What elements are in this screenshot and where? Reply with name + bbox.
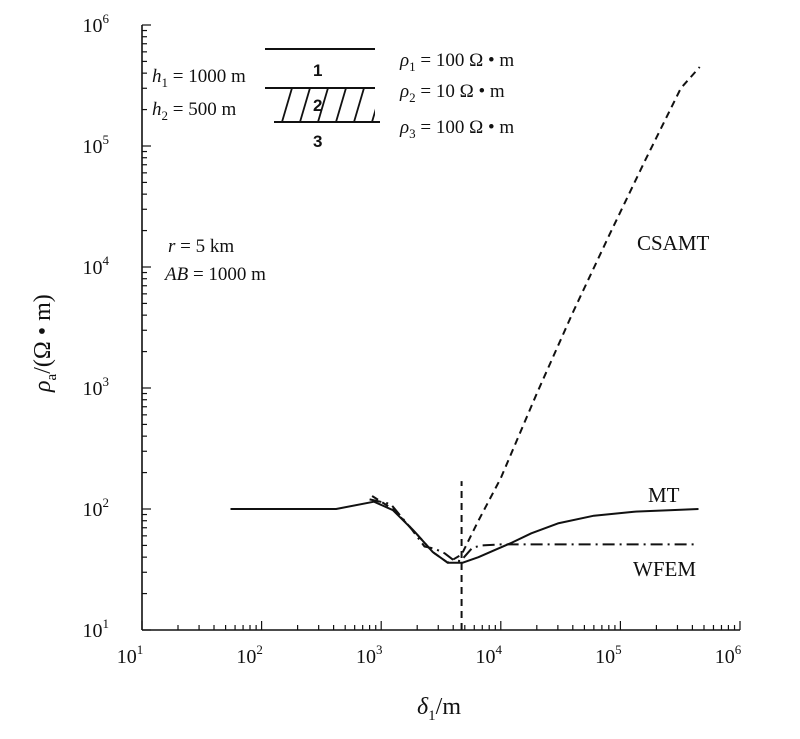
annotation-rho2-symbol: ρ <box>399 81 409 102</box>
x-tick-label: 104 <box>476 642 503 668</box>
annotation-rho1: ρ1 = 100 Ω • m <box>399 50 514 74</box>
series-label-csamt: CSAMT <box>637 231 710 255</box>
layer-number-1: 1 <box>313 61 322 80</box>
annotation-h2: h2 = 500 m <box>152 99 236 123</box>
layer-2-hatching <box>281 88 375 122</box>
y-tick-label: 103 <box>83 374 110 400</box>
annotation-h1-text: = 1000 m <box>168 66 246 87</box>
y-tick-base: 10 <box>83 499 103 521</box>
annotation-rho2-text: = 10 Ω • m <box>416 81 505 102</box>
layer-model-diagram: 1 2 3 <box>265 48 380 151</box>
annotation-h2-sub: 2 <box>162 108 169 123</box>
y-tick-base: 10 <box>83 136 103 158</box>
annotation-ab-symbol: AB <box>163 264 189 285</box>
y-tick-label: 106 <box>83 11 110 37</box>
annotation-rho3-sub: 3 <box>409 126 416 141</box>
x-axis-title-unit: /m <box>436 694 462 720</box>
x-tick-base: 10 <box>236 646 256 668</box>
annotation-rho2-sub: 2 <box>409 90 416 105</box>
x-tick-base: 10 <box>595 646 615 668</box>
y-tick-base: 10 <box>83 257 103 279</box>
y-axis-title: ρa/(Ω • m) <box>30 294 60 393</box>
x-tick-exp: 2 <box>256 642 263 657</box>
x-tick-label: 103 <box>356 642 383 668</box>
y-tick-exp: 6 <box>103 11 110 26</box>
annotation-h2-text: = 500 m <box>168 99 236 120</box>
annotation-rho1-sub: 1 <box>409 59 416 74</box>
y-tick-exp: 1 <box>103 616 110 631</box>
annotation-h1-symbol: h <box>152 66 162 87</box>
annotation-r: r = 5 km <box>168 236 234 257</box>
series-line-csamt <box>371 66 701 564</box>
y-tick-label: 105 <box>83 132 110 158</box>
y-tick-exp: 2 <box>103 495 110 510</box>
annotation-rho1-text: = 100 Ω • m <box>416 50 515 71</box>
layer-number-2: 2 <box>313 96 322 115</box>
x-tick-exp: 1 <box>137 642 144 657</box>
annotation-r-text: = 5 km <box>175 236 234 257</box>
annotation-ab: AB = 1000 m <box>163 264 266 285</box>
x-tick-base: 10 <box>117 646 137 668</box>
annotation-rho3-symbol: ρ <box>399 117 409 138</box>
annotation-h1: h1 = 1000 m <box>152 66 246 90</box>
x-axis-title-sub: 1 <box>428 708 436 724</box>
annotation-rho3: ρ3 = 100 Ω • m <box>399 117 514 141</box>
annotation-h1-sub: 1 <box>162 75 169 90</box>
x-tick-exp: 5 <box>615 642 622 657</box>
y-tick-label: 101 <box>83 616 110 642</box>
annotation-rho1-symbol: ρ <box>399 50 409 71</box>
y-tick-label: 102 <box>83 495 110 521</box>
annotation-r-symbol: r <box>168 236 176 257</box>
x-tick-exp: 3 <box>376 642 383 657</box>
y-axis-title-symbol: ρ <box>30 380 56 393</box>
y-tick-label: 104 <box>83 253 110 279</box>
annotation-h2-symbol: h <box>152 99 162 120</box>
x-tick-exp: 6 <box>735 642 742 657</box>
y-tick-exp: 3 <box>103 374 110 389</box>
x-tick-label: 106 <box>715 642 742 668</box>
annotation-rho3-text: = 100 Ω • m <box>416 117 515 138</box>
x-tick-base: 10 <box>476 646 496 668</box>
layer-number-3: 3 <box>313 132 322 151</box>
y-tick-exp: 5 <box>103 132 110 147</box>
series-label-mt: MT <box>648 483 680 507</box>
y-tick-exp: 4 <box>103 253 110 268</box>
y-tick-base: 10 <box>83 15 103 37</box>
x-tick-label: 105 <box>595 642 622 668</box>
series-layer <box>230 66 701 630</box>
x-axis-title-symbol: δ <box>417 694 429 720</box>
series-label-wfem: WFEM <box>633 557 696 581</box>
y-axis-title-unit: /(Ω • m) <box>30 294 56 374</box>
annotation-rho2: ρ2 = 10 Ω • m <box>399 81 505 105</box>
x-tick-base: 10 <box>715 646 735 668</box>
annotation-ab-text: = 1000 m <box>188 264 266 285</box>
y-tick-base: 10 <box>83 620 103 642</box>
x-tick-base: 10 <box>356 646 376 668</box>
y-tick-base: 10 <box>83 378 103 400</box>
series-line-mt <box>230 500 699 564</box>
x-tick-label: 102 <box>236 642 263 668</box>
series-line-wfem <box>369 498 699 563</box>
x-axis-title: δ1/m <box>417 694 461 724</box>
x-tick-label: 101 <box>117 642 144 668</box>
y-axis-title-sub: a <box>44 373 60 380</box>
x-tick-exp: 4 <box>496 642 503 657</box>
